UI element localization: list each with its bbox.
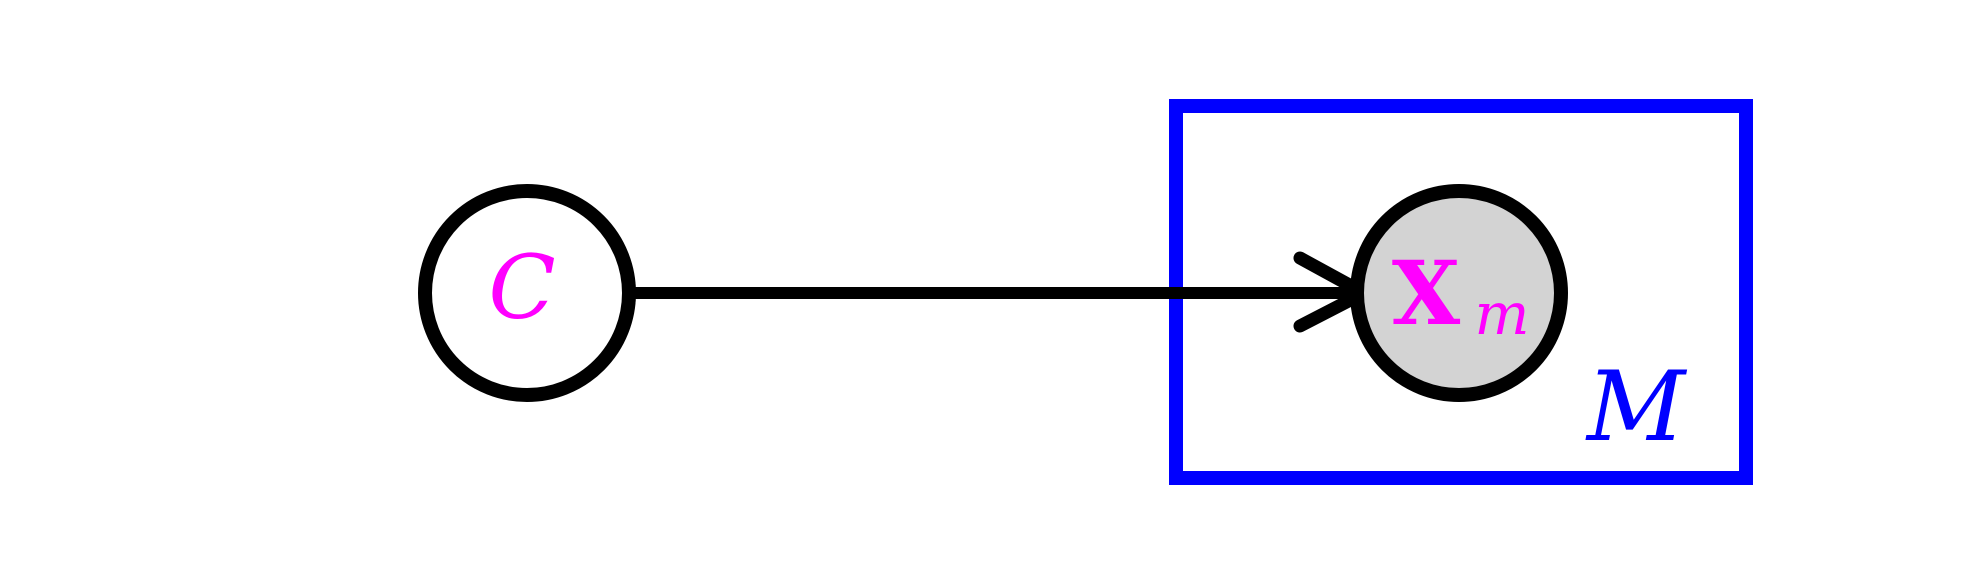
edge-c-to-x [634, 251, 1371, 333]
node-x-circle [1350, 184, 1568, 402]
node-x-label: X [1392, 241, 1461, 345]
plate-label: M [1585, 351, 1688, 463]
node-x-main: X [1392, 241, 1461, 345]
node-c: C [418, 184, 636, 402]
node-c-circle [418, 184, 636, 402]
node-c-label: C [488, 236, 555, 339]
node-x-subscript: m [1475, 280, 1530, 348]
node-x: X m [1350, 184, 1568, 402]
